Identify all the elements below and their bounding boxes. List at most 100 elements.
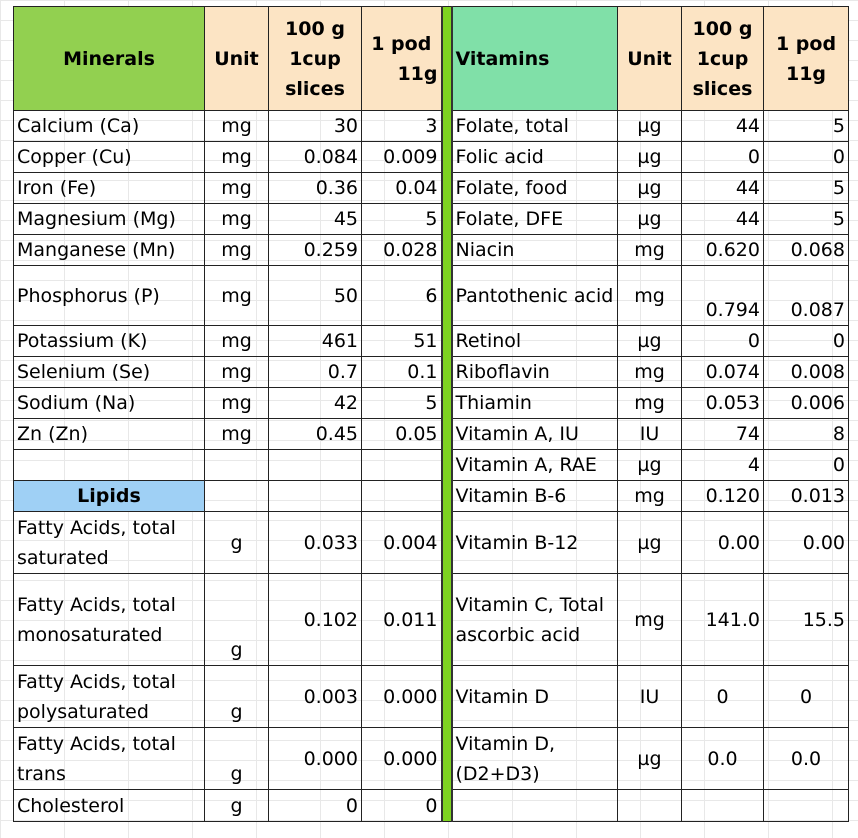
vitamin-per-100g[interactable] [681, 789, 764, 822]
per-pod-header[interactable]: 1 pod 11g [763, 6, 849, 111]
lipid-per-100g[interactable]: 0.000 [268, 727, 362, 790]
vitamin-name[interactable]: Thiamin [451, 387, 618, 419]
mineral-name[interactable]: Phosphorus (P) [13, 265, 205, 326]
per-100g-header[interactable]: 100 g 1cup slices [681, 6, 764, 111]
lipid-per-pod[interactable]: 0.000 [361, 727, 442, 790]
mineral-unit[interactable]: mg [204, 356, 269, 388]
mineral-per-100g[interactable]: 45 [268, 203, 362, 235]
vitamin-unit[interactable]: µg [617, 203, 682, 235]
vitamin-unit[interactable]: mg [617, 265, 682, 326]
vitamin-per-100g[interactable]: 0.794 [681, 265, 764, 326]
mineral-per-pod[interactable]: 0.009 [361, 141, 442, 173]
mineral-unit[interactable]: mg [204, 110, 269, 142]
vitamin-name[interactable] [451, 789, 618, 822]
vitamin-per-pod[interactable]: 5 [763, 203, 849, 235]
mineral-unit[interactable]: mg [204, 265, 269, 326]
vitamin-unit[interactable]: µg [617, 110, 682, 142]
vitamin-name[interactable]: Vitamin D, (D2+D3) [451, 727, 618, 790]
mineral-per-pod[interactable]: 0.05 [361, 418, 442, 450]
lipid-unit[interactable]: g [204, 511, 269, 574]
vitamin-per-pod[interactable]: 0.087 [763, 265, 849, 326]
mineral-name[interactable]: Zn (Zn) [13, 418, 205, 450]
vitamin-unit[interactable]: µg [617, 172, 682, 204]
vitamin-per-100g[interactable]: 44 [681, 203, 764, 235]
vitamin-per-100g[interactable]: 0.053 [681, 387, 764, 419]
vitamin-name[interactable]: Vitamin B-12 [451, 511, 618, 574]
mineral-per-pod[interactable]: 51 [361, 325, 442, 357]
vitamin-name[interactable]: Vitamin B-6 [451, 480, 618, 512]
lipid-per-100g[interactable]: 0.003 [268, 665, 362, 728]
vitamin-name[interactable]: Vitamin A, IU [451, 418, 618, 450]
vitamin-unit[interactable]: mg [617, 573, 682, 666]
vitamin-per-100g[interactable]: 4 [681, 449, 764, 481]
vitamin-name[interactable]: Folate, total [451, 110, 618, 142]
vitamin-per-pod[interactable]: 0.068 [763, 234, 849, 266]
vitamin-name[interactable]: Vitamin C, Total ascorbic acid [451, 573, 618, 666]
mineral-per-pod[interactable] [361, 449, 442, 481]
mineral-unit[interactable] [204, 449, 269, 481]
vitamin-per-100g[interactable]: 0.620 [681, 234, 764, 266]
vitamin-unit[interactable]: IU [617, 665, 682, 728]
vitamin-per-pod[interactable]: 8 [763, 418, 849, 450]
mineral-name[interactable]: Sodium (Na) [13, 387, 205, 419]
vitamin-unit[interactable]: mg [617, 387, 682, 419]
mineral-per-100g[interactable]: 0.259 [268, 234, 362, 266]
mineral-name[interactable]: Copper (Cu) [13, 141, 205, 173]
minerals-header[interactable]: Minerals [13, 6, 205, 111]
vitamin-per-pod[interactable]: 0.006 [763, 387, 849, 419]
vitamin-unit[interactable]: mg [617, 480, 682, 512]
vitamin-unit[interactable]: µg [617, 511, 682, 574]
vitamin-per-pod[interactable]: 5 [763, 172, 849, 204]
mineral-name[interactable]: Manganese (Mn) [13, 234, 205, 266]
vitamin-per-100g[interactable]: 44 [681, 110, 764, 142]
vitamin-name[interactable]: Retinol [451, 325, 618, 357]
mineral-unit[interactable]: mg [204, 325, 269, 357]
mineral-per-100g[interactable]: 0.45 [268, 418, 362, 450]
mineral-name[interactable]: Calcium (Ca) [13, 110, 205, 142]
mineral-per-100g[interactable]: 50 [268, 265, 362, 326]
vitamin-per-100g[interactable]: 0.0 [681, 727, 764, 790]
mineral-per-100g[interactable]: 0.36 [268, 172, 362, 204]
lipid-unit[interactable]: g [204, 573, 269, 666]
mineral-unit[interactable]: mg [204, 234, 269, 266]
mineral-unit[interactable]: mg [204, 387, 269, 419]
lipid-name[interactable]: Fatty Acids, total monosaturated [13, 573, 205, 666]
vitamin-per-pod[interactable]: 0.013 [763, 480, 849, 512]
vitamin-per-100g[interactable]: 0 [681, 665, 764, 728]
vitamin-per-100g[interactable]: 0.120 [681, 480, 764, 512]
vitamin-unit[interactable]: µg [617, 141, 682, 173]
per-100g-header[interactable]: 100 g 1cup slices [268, 6, 362, 111]
vitamin-per-pod[interactable]: 0 [763, 141, 849, 173]
mineral-per-pod[interactable]: 5 [361, 387, 442, 419]
mineral-per-100g[interactable]: 461 [268, 325, 362, 357]
lipids-header[interactable]: Lipids [13, 480, 205, 512]
vitamin-name[interactable]: Folate, DFE [451, 203, 618, 235]
vitamin-name[interactable]: Riboflavin [451, 356, 618, 388]
lipid-name[interactable]: Cholesterol [13, 789, 205, 822]
vitamin-per-100g[interactable]: 74 [681, 418, 764, 450]
mineral-per-100g[interactable]: 0.7 [268, 356, 362, 388]
mineral-name[interactable]: Magnesium (Mg) [13, 203, 205, 235]
vitamin-per-pod[interactable]: 0 [763, 665, 849, 728]
vitamin-per-100g[interactable]: 0.00 [681, 511, 764, 574]
lipid-per-100g[interactable]: 0.102 [268, 573, 362, 666]
mineral-name[interactable]: Potassium (K) [13, 325, 205, 357]
mineral-per-pod[interactable]: 0.04 [361, 172, 442, 204]
mineral-per-pod[interactable] [361, 480, 442, 512]
vitamin-unit[interactable]: µg [617, 727, 682, 790]
mineral-per-pod[interactable]: 0.028 [361, 234, 442, 266]
vitamin-per-pod[interactable]: 0 [763, 449, 849, 481]
lipid-per-100g[interactable]: 0 [268, 789, 362, 822]
vitamin-name[interactable]: Folate, food [451, 172, 618, 204]
lipid-name[interactable]: Fatty Acids, total polysaturated [13, 665, 205, 728]
vitamin-per-pod[interactable]: 0.0 [763, 727, 849, 790]
lipid-name[interactable]: Fatty Acids, total saturated [13, 511, 205, 574]
mineral-name[interactable] [13, 449, 205, 481]
vitamin-per-pod[interactable]: 0.008 [763, 356, 849, 388]
lipid-per-100g[interactable]: 0.033 [268, 511, 362, 574]
lipid-name[interactable]: Fatty Acids, total trans [13, 727, 205, 790]
mineral-per-pod[interactable]: 5 [361, 203, 442, 235]
vitamin-name[interactable]: Niacin [451, 234, 618, 266]
vitamin-per-100g[interactable]: 44 [681, 172, 764, 204]
mineral-per-100g[interactable] [268, 480, 362, 512]
